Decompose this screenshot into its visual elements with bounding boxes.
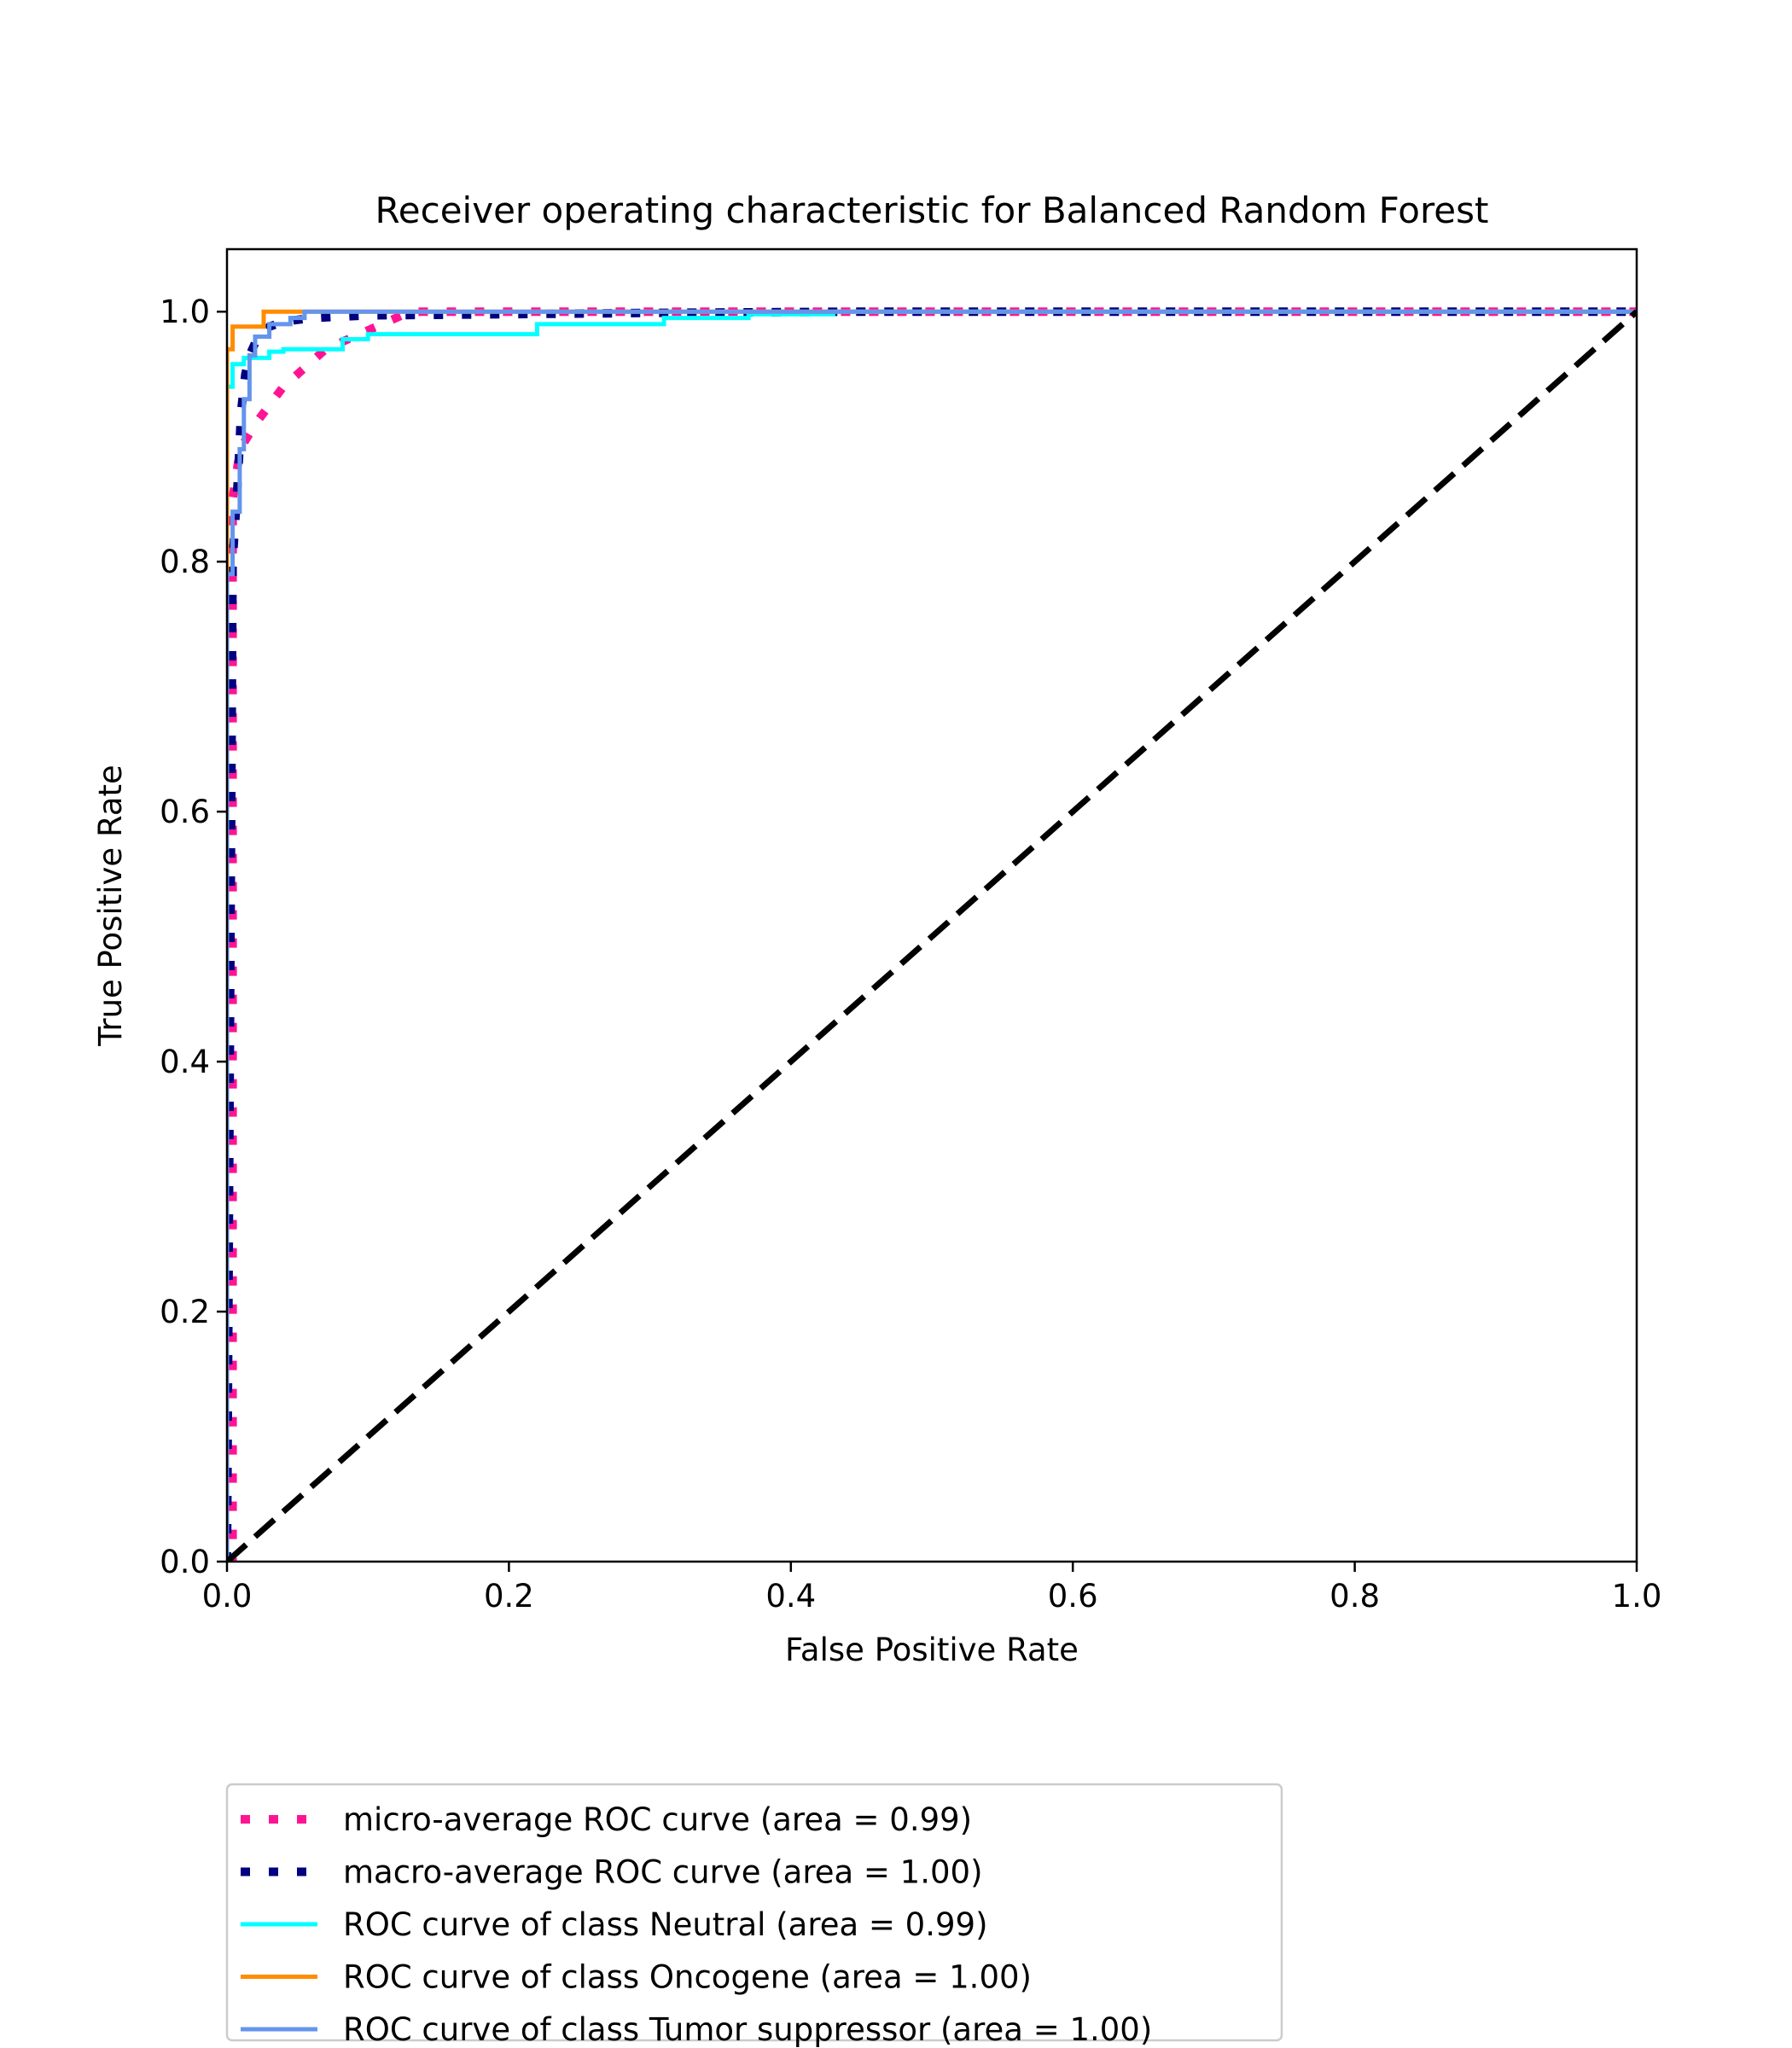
- y-tick-label: 0.6: [160, 794, 210, 830]
- x-tick-label: 0.8: [1329, 1578, 1380, 1615]
- chance-diagonal-line: [227, 309, 1637, 1562]
- x-tick-label: 0.0: [202, 1578, 253, 1615]
- plot-area-frame: [225, 247, 1638, 1563]
- x-tick-label: 0.6: [1048, 1578, 1098, 1615]
- legend: micro-average ROC curve (area = 0.99) mac…: [225, 1783, 1283, 2048]
- y-axis-label: True Positive Rate: [92, 765, 129, 1047]
- x-tick-label: 1.0: [1612, 1578, 1662, 1615]
- legend-label: ROC curve of class Tumor suppressor (are…: [343, 2011, 1152, 2048]
- x-tick-label: 0.4: [765, 1578, 816, 1615]
- x-tick-label: 0.2: [484, 1578, 534, 1615]
- roc-curves: [227, 307, 1637, 1562]
- x-axis-label: False Positive Rate: [785, 1632, 1079, 1668]
- y-tick-label: 0.4: [160, 1044, 210, 1080]
- legend-frame: [225, 1783, 1283, 2042]
- y-tick-label: 0.0: [160, 1544, 210, 1580]
- roc-curve-line: [227, 309, 1637, 1562]
- y-tick-label: 1.0: [160, 294, 210, 330]
- y-axis-ticks: 0.0 0.2 0.4 0.6 0.8 1.0: [160, 294, 227, 1580]
- x-axis-ticks: 0.0 0.2 0.4 0.6 0.8 1.0: [202, 1562, 1662, 1615]
- legend-label: ROC curve of class Oncogene (area = 1.00…: [343, 1959, 1032, 1996]
- legend-label: ROC curve of class Neutral (area = 0.99): [343, 1906, 988, 1943]
- chart-title: Receiver operating characteristic for Ba…: [375, 189, 1488, 231]
- legend-label: macro-average ROC curve (area = 1.00): [343, 1854, 983, 1891]
- roc-curve-line: [227, 309, 1637, 1562]
- roc-curve-line: [227, 309, 1637, 1562]
- y-tick-label: 0.8: [160, 544, 210, 580]
- y-tick-label: 0.2: [160, 1294, 210, 1330]
- legend-label: micro-average ROC curve (area = 0.99): [343, 1801, 972, 1838]
